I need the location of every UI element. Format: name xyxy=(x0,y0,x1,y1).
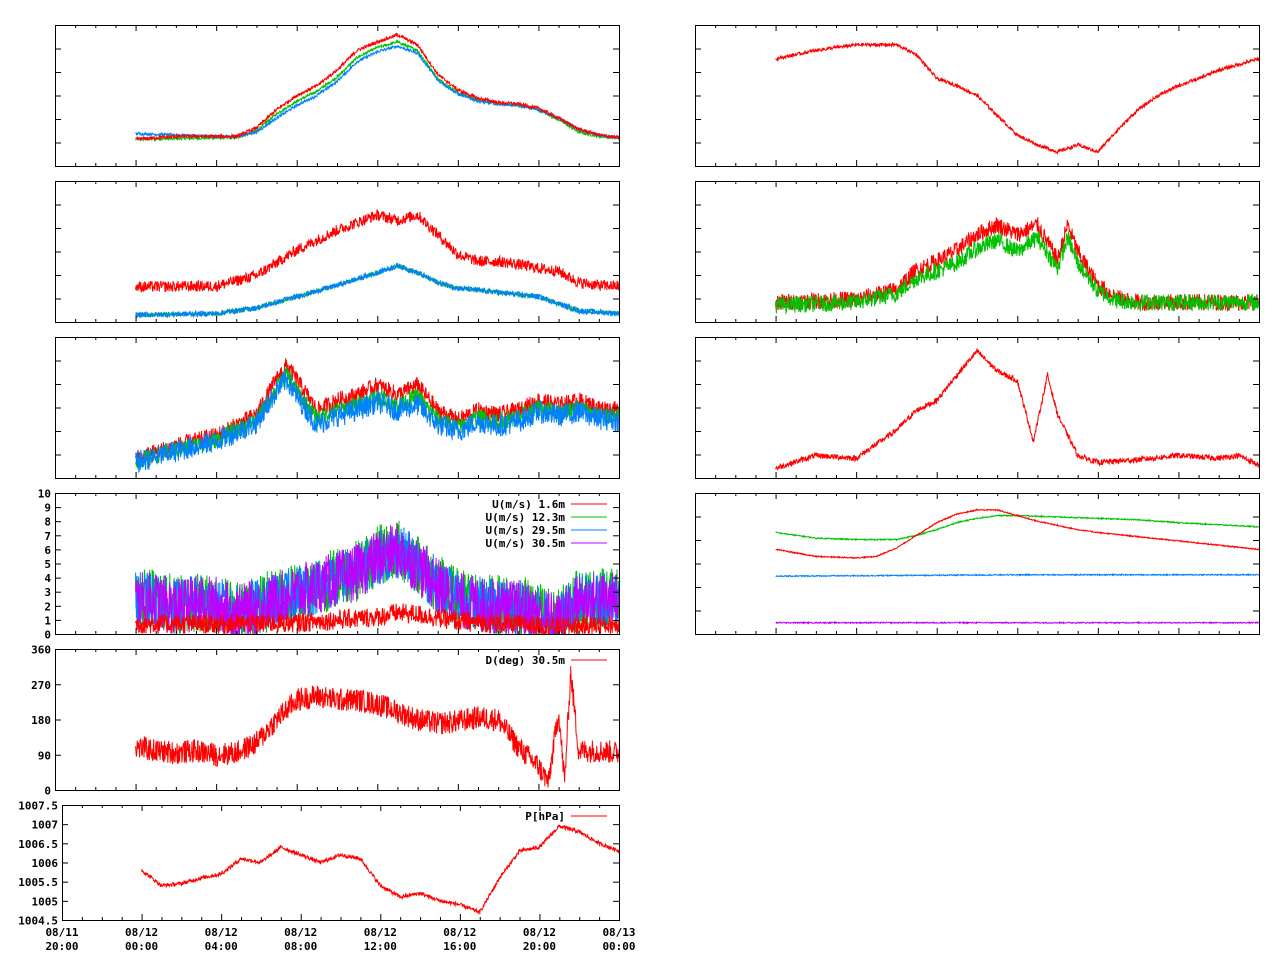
x-tick-label-time: 08:00 xyxy=(284,940,317,953)
y-tick-label: 0 xyxy=(44,785,51,798)
plot-frame xyxy=(695,493,1260,635)
x-tick-label-date: 08/12 xyxy=(284,926,317,939)
x-tick-label-time: 12:00 xyxy=(364,940,397,953)
panel-right-1 xyxy=(695,25,1260,167)
y-tick-label: 180 xyxy=(31,714,51,727)
y-tick-label: 1005 xyxy=(32,895,59,908)
y-tick-label: 0 xyxy=(44,629,51,642)
x-tick-label-date: 08/12 xyxy=(443,926,476,939)
y-tick-label: 1 xyxy=(44,614,51,627)
plot-frame xyxy=(55,649,620,791)
legend-label: U(m/s) 1.6m xyxy=(492,498,565,511)
series-line-blue xyxy=(135,369,620,474)
x-tick-label-date: 08/12 xyxy=(523,926,556,939)
series-line-red xyxy=(135,32,620,142)
panel-right-3 xyxy=(695,337,1260,479)
series-line-blue xyxy=(775,572,1260,578)
y-tick-label: 3 xyxy=(44,586,51,599)
x-tick-label-time: 16:00 xyxy=(443,940,476,953)
series-line-red xyxy=(135,209,620,293)
plot-frame xyxy=(55,25,620,167)
y-tick-label: 1005.5 xyxy=(18,876,58,889)
series-line-red xyxy=(775,41,1260,156)
y-tick-label: 10 xyxy=(38,488,51,501)
x-tick-label-time: 00:00 xyxy=(602,940,635,953)
x-tick-label-time: 04:00 xyxy=(205,940,238,953)
x-tick-label-date: 08/12 xyxy=(364,926,397,939)
x-tick-label-date: 08/12 xyxy=(205,926,238,939)
panel-left-3 xyxy=(55,337,620,479)
legend-label: U(m/s) 12.3m xyxy=(486,511,566,524)
panel-left-2 xyxy=(55,181,620,323)
panel-left-5: 0 90 180 270 360 D(deg) 30.5m xyxy=(31,644,620,798)
x-tick-label-time: 20:00 xyxy=(45,940,78,953)
series-line-green xyxy=(775,231,1260,315)
series-line-red xyxy=(141,824,620,915)
plot-frame xyxy=(55,181,620,323)
y-tick-label: 6 xyxy=(44,544,51,557)
y-tick-label: 5 xyxy=(44,558,51,571)
y-tick-label: 1004.5 xyxy=(18,915,58,928)
series-line-blue xyxy=(135,44,620,141)
panel-left-6: 1004.5 1005 1005.5 1006 1006.5 1007 1007.5 P[hP… xyxy=(18,800,635,954)
x-tick-label-time: 20:00 xyxy=(523,940,556,953)
x-tick-label-time: 00:00 xyxy=(125,940,158,953)
y-tick-label: 7 xyxy=(44,530,51,543)
series-line-red xyxy=(775,348,1260,471)
y-tick-label: 1006 xyxy=(32,857,59,870)
panel-right-2 xyxy=(695,181,1260,323)
series-line-green xyxy=(135,39,620,143)
y-tick-label: 8 xyxy=(44,516,51,529)
series-line-red xyxy=(775,216,1260,312)
y-tick-label: 1006.5 xyxy=(18,838,58,851)
series-line-blue xyxy=(135,262,620,319)
y-tick-label: 360 xyxy=(31,644,51,657)
y-tick-label: 4 xyxy=(44,572,51,585)
series-line-green xyxy=(775,513,1260,542)
y-tick-label: 90 xyxy=(38,749,51,762)
y-tick-label: 1007 xyxy=(32,819,59,832)
panel-left-1 xyxy=(55,25,620,167)
y-tick-label: 2 xyxy=(44,600,51,613)
series-line-red xyxy=(135,666,620,788)
panel-right-4 xyxy=(695,493,1260,635)
legend-label: P[hPa] xyxy=(525,810,565,823)
x-tick-label-date: 08/11 xyxy=(45,926,78,939)
legend-label: U(m/s) 30.5m xyxy=(486,537,566,550)
y-tick-label: 9 xyxy=(44,502,51,515)
series-line-purple xyxy=(775,620,1260,625)
legend-label: D(deg) 30.5m xyxy=(486,654,566,667)
x-tick-label-date: 08/12 xyxy=(125,926,158,939)
x-tick-label-date: 08/13 xyxy=(602,926,635,939)
y-tick-label: 270 xyxy=(31,679,51,692)
series-line-purple xyxy=(135,523,620,635)
y-tick-label: 1007.5 xyxy=(18,800,58,813)
legend-label: U(m/s) 29.5m xyxy=(486,524,566,537)
series-line-red xyxy=(775,507,1260,560)
